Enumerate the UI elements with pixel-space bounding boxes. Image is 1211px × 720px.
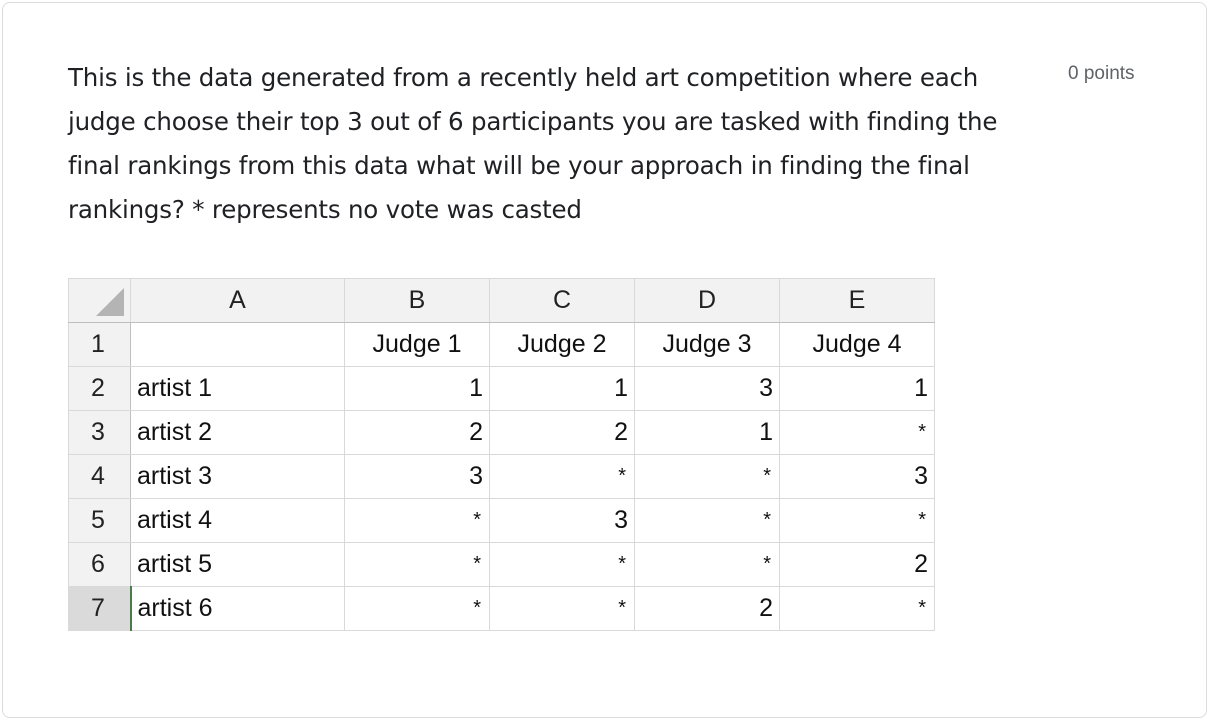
row-number: 4 <box>68 454 131 499</box>
column-letter: C <box>489 278 635 323</box>
vote-cell: 1 <box>634 410 780 455</box>
vote-cell: 2 <box>489 410 635 455</box>
table-row: 5 artist 4 * 3 * * <box>68 498 935 543</box>
data-table: A B C D E 1 Judge 1 Judge 2 Judge 3 Judg… <box>68 278 935 631</box>
vote-cell: * <box>344 498 490 543</box>
judge-header: Judge 1 <box>344 322 490 367</box>
row-number: 3 <box>68 410 131 455</box>
points-label: 0 points <box>1068 63 1135 84</box>
vote-cell: * <box>489 542 635 587</box>
artist-name-cell: artist 5 <box>130 542 345 587</box>
select-all-corner <box>68 278 131 323</box>
artist-name-cell: artist 3 <box>130 454 345 499</box>
row-number: 2 <box>68 366 131 411</box>
judge-header: Judge 3 <box>634 322 780 367</box>
row-number: 6 <box>68 542 131 587</box>
table-row: 7 artist 6 * * 2 * <box>68 586 935 631</box>
row-number: 7 <box>68 586 131 631</box>
vote-cell: * <box>344 586 490 631</box>
table-row: 1 Judge 1 Judge 2 Judge 3 Judge 4 <box>68 322 935 367</box>
vote-cell: 3 <box>779 454 935 499</box>
vote-cell: 3 <box>344 454 490 499</box>
judge-header: Judge 2 <box>489 322 635 367</box>
question-text: This is the data generated from a recent… <box>68 63 998 224</box>
vote-cell: * <box>634 498 780 543</box>
column-letter: A <box>130 278 345 323</box>
column-letter: B <box>344 278 490 323</box>
vote-cell: 1 <box>489 366 635 411</box>
vote-cell: * <box>779 586 935 631</box>
artist-name-cell: artist 2 <box>130 410 345 455</box>
select-all-triangle-icon <box>96 288 124 316</box>
vote-cell: 2 <box>779 542 935 587</box>
vote-cell: * <box>634 454 780 499</box>
artist-name-cell: artist 6 <box>129 586 345 631</box>
spreadsheet-image: A B C D E 1 Judge 1 Judge 2 Judge 3 Judg… <box>68 278 935 650</box>
column-letter: E <box>779 278 935 323</box>
row-number: 5 <box>68 498 131 543</box>
vote-cell: * <box>634 542 780 587</box>
column-letter-row: A B C D E <box>68 278 935 323</box>
vote-cell: 1 <box>344 366 490 411</box>
vote-cell: 3 <box>489 498 635 543</box>
artist-name-cell: artist 4 <box>130 498 345 543</box>
table-row: 6 artist 5 * * * 2 <box>68 542 935 587</box>
artist-name-cell: artist 1 <box>130 366 345 411</box>
judge-header: Judge 4 <box>779 322 935 367</box>
column-letter: D <box>634 278 780 323</box>
vote-cell: 1 <box>779 366 935 411</box>
vote-cell: * <box>489 454 635 499</box>
cell <box>130 322 345 367</box>
vote-cell: 2 <box>634 586 780 631</box>
row-number: 1 <box>68 322 131 367</box>
vote-cell: * <box>779 410 935 455</box>
table-row: 3 artist 2 2 2 1 * <box>68 410 935 455</box>
vote-cell: 3 <box>634 366 780 411</box>
vote-cell: * <box>489 586 635 631</box>
vote-cell: * <box>779 498 935 543</box>
vote-cell: 2 <box>344 410 490 455</box>
vote-cell: * <box>344 542 490 587</box>
table-row: 4 artist 3 3 * * 3 <box>68 454 935 499</box>
